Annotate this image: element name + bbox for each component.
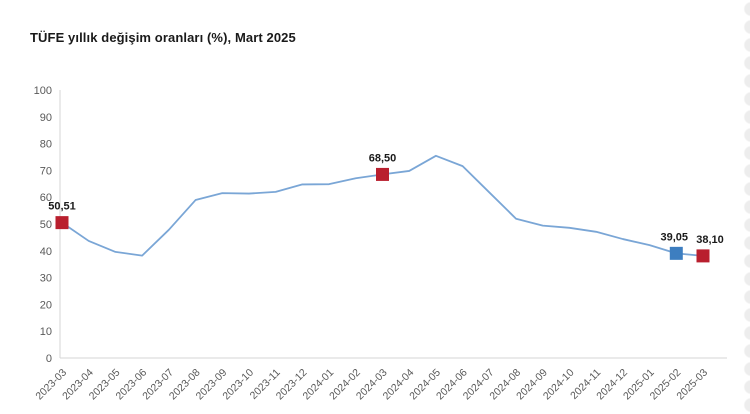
y-axis-tick-label: 100 [34,85,52,97]
y-axis-tick-label: 10 [40,326,52,338]
chart-title: TÜFE yıllık değişim oranları (%), Mart 2… [30,30,296,45]
y-axis-tick-label: 0 [46,353,52,365]
y-axis-tick-label: 20 [40,299,52,311]
y-axis-tick-label: 90 [40,112,52,124]
y-axis-tick-label: 30 [40,273,52,285]
data-point-label: 38,10 [696,234,724,246]
y-axis-tick-label: 60 [40,192,52,204]
data-point-marker [55,216,69,230]
data-point-marker [696,249,710,263]
y-axis-tick-label: 40 [40,246,52,258]
y-axis-tick-label: 80 [40,139,52,151]
data-point-label: 39,05 [661,231,689,243]
data-point-label: 50,51 [48,201,76,213]
data-point-marker [376,167,389,181]
data-point-marker [669,246,683,260]
y-axis-tick-label: 50 [40,219,52,231]
y-axis-tick-label: 70 [40,165,52,177]
data-point-label: 68,50 [369,152,397,164]
